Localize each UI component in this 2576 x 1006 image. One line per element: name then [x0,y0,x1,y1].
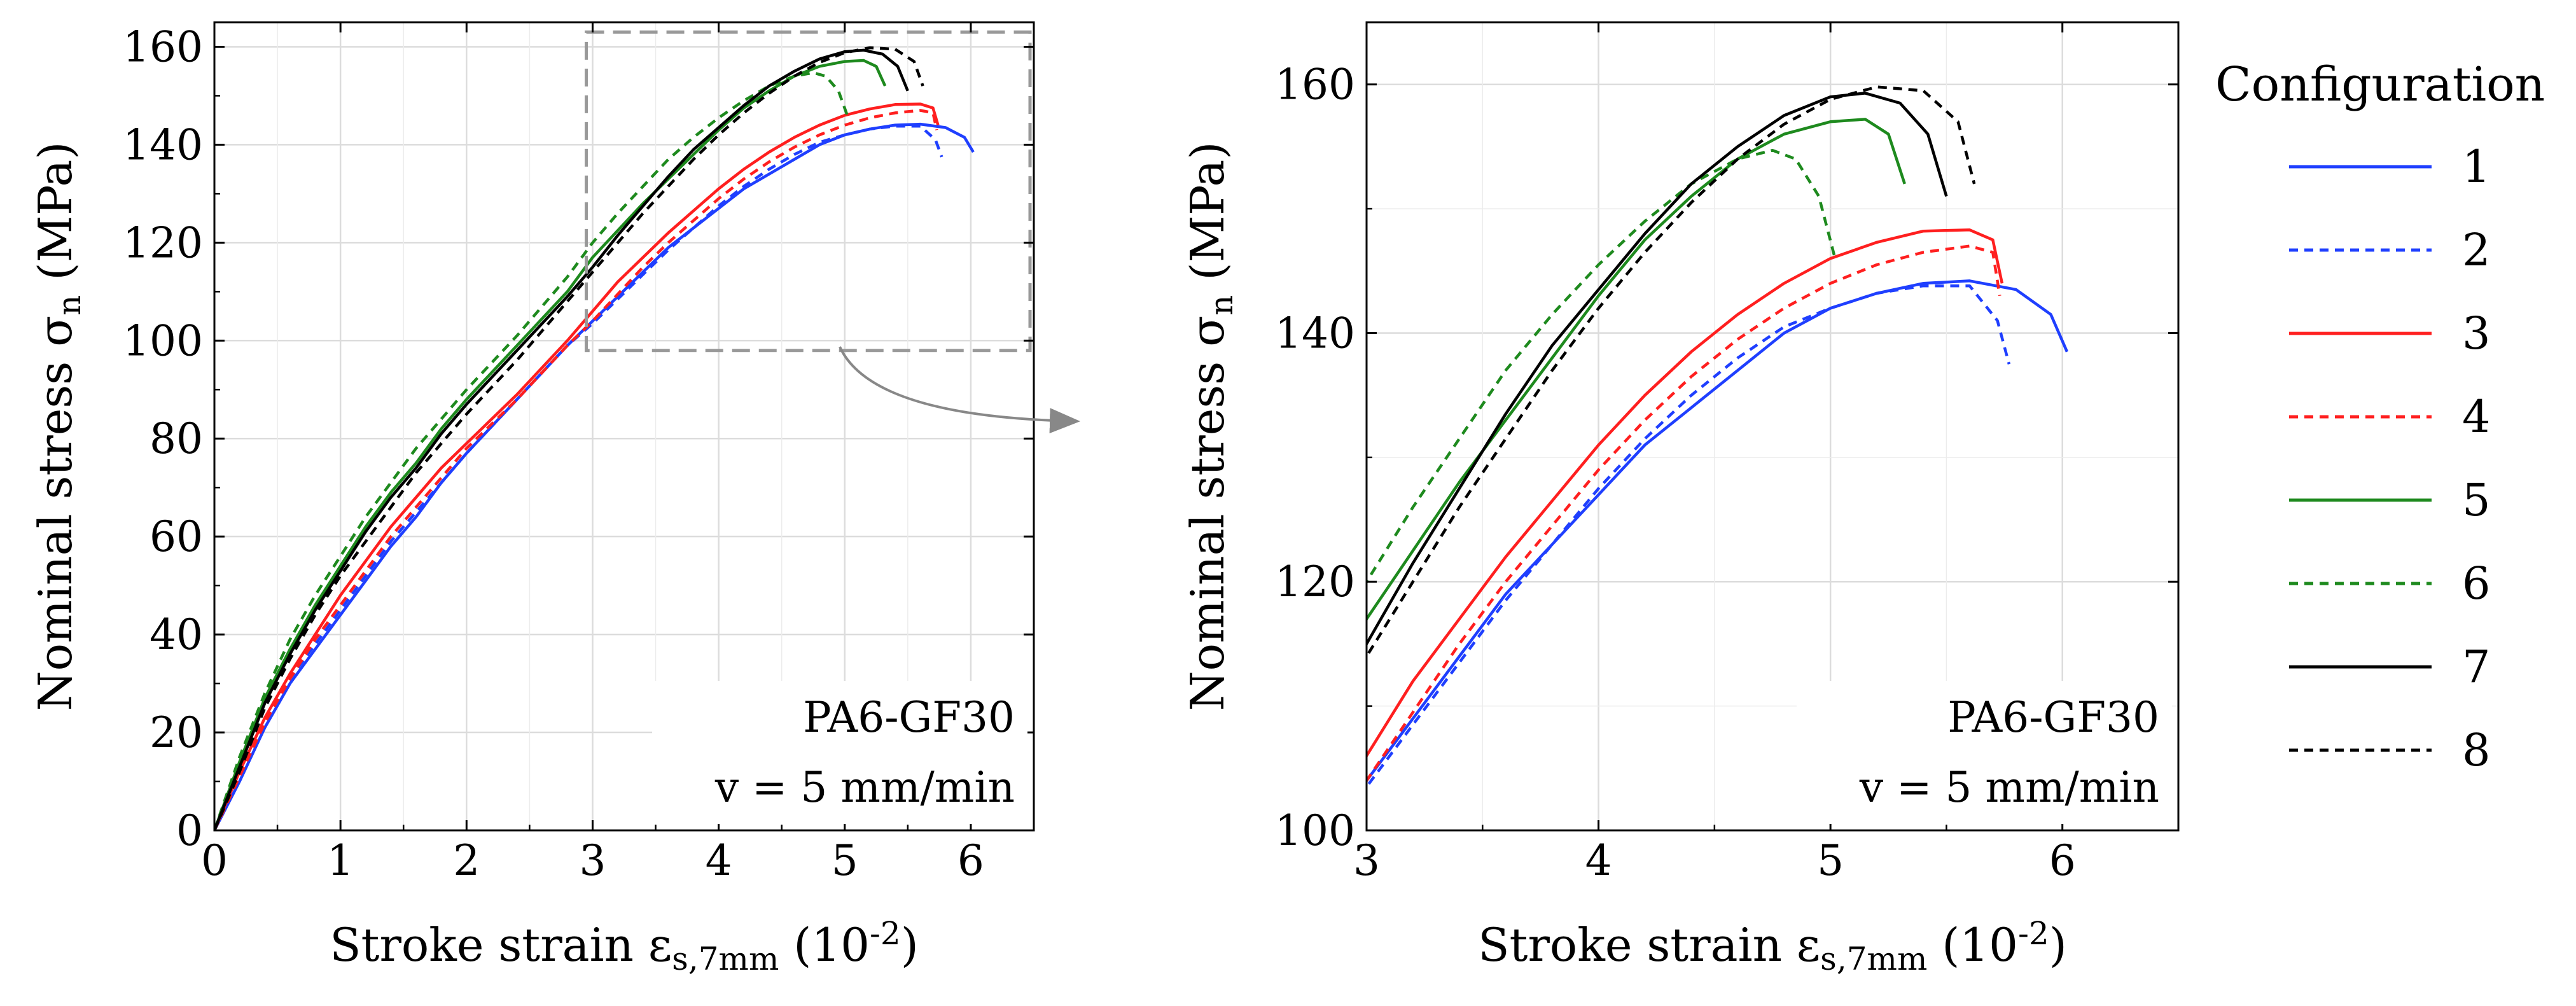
y-tick-label: 20 [150,708,203,757]
annotation-box: PA6-GF30 v = 5 mm/min [652,681,1027,824]
series-line-4 [1367,244,2002,783]
zoom-box [585,30,1032,353]
legend-label-2: 2 [2462,224,2491,276]
series-line-7 [1367,92,1948,647]
x-tick-label: 2 [453,836,480,885]
x-tick-label: 3 [579,836,606,885]
zoom-region [585,30,1032,353]
series-group [214,46,975,830]
x-tick-label: 4 [706,836,732,885]
series-line-2 [214,124,943,830]
plot-frame [1365,21,2180,832]
legend-label-5: 5 [2462,474,2491,526]
y-tick-label: 140 [1275,309,1355,358]
y-axis-label: Nominal stress σn (MPa) [1181,142,1240,711]
x-tick-label: 5 [1817,836,1844,885]
legend-label-3: 3 [2462,307,2491,360]
legend-title: Configuration [2215,57,2545,112]
legend-label-8: 8 [2462,724,2491,776]
x-tick-label: 4 [1585,836,1612,885]
y-tick-label: 60 [150,512,203,561]
y-tick-label: 140 [123,120,203,169]
y-tick-label: 0 [176,806,203,855]
series-line-3 [1367,228,2004,759]
x-tick-label: 1 [327,836,354,885]
x-tick-label: 0 [201,836,228,885]
x-tick-label: 6 [957,836,984,885]
plot-frame [213,21,1035,832]
zoom-arrow [839,346,1080,434]
annotation-box: PA6-GF30 v = 5 mm/min [1797,681,2172,824]
series-line-8 [214,46,924,830]
y-tick-label: 120 [123,218,203,267]
y-tick-label: 80 [150,414,203,463]
y-tick-label: 160 [1275,60,1355,109]
legend: Configuration 1 2 3 4 5 6 7 8 [2215,57,2545,776]
annotation-line2: v = 5 mm/min [714,763,1015,812]
y-tick-label: 100 [1275,806,1355,855]
legend-label-6: 6 [2462,557,2491,610]
series-line-7 [214,48,909,830]
x-axis-label: Stroke strain εs,7mm (10-2) [1478,915,2067,977]
x-axis-label: Stroke strain εs,7mm (10-2) [330,915,919,977]
series-line-5 [214,59,887,830]
y-tick-label: 40 [150,610,203,659]
series-line-3 [214,102,940,830]
x-tick-label: 3 [1353,836,1380,885]
series-line-2 [1367,284,2011,790]
annotation-line1: PA6-GF30 [1947,693,2159,742]
legend-label-7: 7 [2462,641,2491,693]
x-tick-label: 5 [832,836,858,885]
annotation-line2: v = 5 mm/min [1859,763,2159,812]
x-tick-label: 6 [2049,836,2076,885]
series-line-1 [1367,279,2069,783]
chart-right: 3 4 5 6 100 120 140 160 PA6-GF30 v = 5 mm/min S… [1181,21,2180,977]
series-line-6 [1367,148,1837,585]
series-group [1367,85,2069,790]
series-line-5 [1367,118,1906,622]
y-tick-label: 160 [123,22,203,71]
annotation-line1: PA6-GF30 [803,693,1015,742]
series-line-6 [214,71,849,830]
legend-label-4: 4 [2462,391,2491,443]
legend-label-1: 1 [2462,141,2491,193]
series-line-8 [1367,85,1976,659]
axis-ticks: 3 4 5 6 100 120 140 160 [1275,22,2178,885]
y-tick-label: 120 [1275,557,1355,606]
y-axis-label: Nominal stress σn (MPa) [29,142,88,711]
series-line-4 [214,109,938,830]
y-tick-label: 100 [123,316,203,365]
